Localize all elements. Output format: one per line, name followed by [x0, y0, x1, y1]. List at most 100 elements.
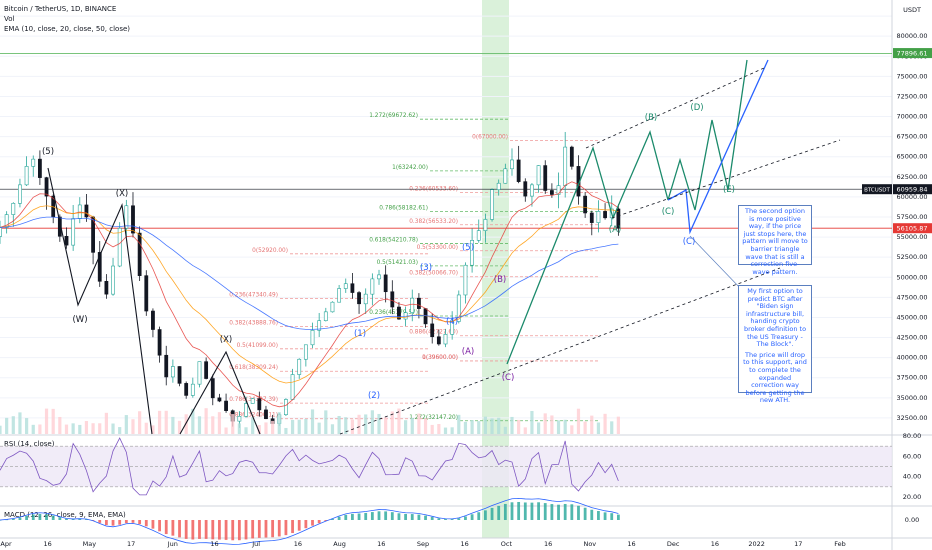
note-first-option[interactable]: My first option to predict BTC after "Bi…: [738, 285, 812, 404]
candle-body: [131, 205, 135, 234]
candle-body: [323, 311, 328, 321]
macd-histogram-bar: [58, 517, 62, 520]
macd-histogram-bar: [324, 520, 328, 521]
wave-label: (A): [609, 225, 621, 235]
macd-histogram-bar: [111, 520, 115, 526]
price-axis: USDT80000.0077500.0075000.0072500.007000…: [862, 6, 932, 422]
volume-bar: [530, 410, 534, 434]
candle-body: [244, 403, 248, 417]
volume-bar: [603, 413, 607, 434]
fib-level-label: 0.618(38309.24): [229, 365, 278, 371]
candle-body: [350, 283, 355, 293]
macd-histogram-bar: [31, 514, 35, 520]
macd-histogram-bar: [144, 520, 148, 527]
candle-body: [144, 275, 149, 312]
macd-histogram-bar: [490, 507, 494, 520]
volume-bar: [98, 423, 102, 434]
wave-label: (5): [42, 147, 54, 157]
candle-body: [443, 334, 448, 345]
fib-level-label: 1(63242.00): [392, 165, 428, 171]
price-tick-label: 50000.00: [896, 273, 927, 281]
time-tick-label: 16: [377, 540, 385, 548]
candle-body: [290, 374, 295, 400]
price-tick-label: 52500.00: [896, 253, 927, 261]
volume-bar: [24, 418, 29, 434]
price-tick-label: 62500.00: [896, 173, 927, 181]
volume-bar: [84, 420, 89, 434]
macd-histogram-bar: [18, 517, 22, 520]
candle-body: [64, 235, 69, 246]
time-tick-label: 16: [294, 540, 302, 548]
candle-body: [250, 398, 255, 404]
macd-histogram-bar: [138, 520, 142, 525]
volume-bar: [31, 424, 35, 434]
candle-body: [31, 158, 36, 167]
candle-body: [197, 361, 202, 385]
time-tick-label: 16: [627, 540, 635, 548]
fib-level-label: 0.886(32400.11): [229, 413, 278, 419]
volume-bar: [58, 416, 62, 434]
volume-bar: [5, 417, 9, 434]
volume-bar: [144, 422, 148, 434]
ema-label[interactable]: EMA (10, close, 20, close, 50, close): [4, 25, 130, 33]
macd-histogram-bar: [530, 502, 534, 520]
volume-bar: [616, 416, 620, 434]
time-tick-label: 16: [210, 540, 218, 548]
macd-histogram-bar: [98, 520, 102, 523]
fib-level-label: 0(39600.00): [422, 355, 458, 361]
fib-level-label: 0.382(43888.76): [229, 320, 278, 326]
macd-histogram-bar: [51, 515, 55, 520]
time-tick-label: Oct: [501, 540, 513, 548]
note-second-option[interactable]: The second option is more positive way, …: [738, 205, 812, 276]
price-tick-label: 60000.00: [896, 193, 927, 201]
volume-bar: [237, 423, 241, 434]
candle-body: [310, 330, 315, 346]
symbol-title[interactable]: Bitcoin / TetherUS, 1D, BINANCE: [4, 5, 117, 13]
volume-bar: [576, 408, 581, 434]
macd-histogram-bar: [304, 520, 308, 529]
candle-body: [456, 294, 461, 322]
volume-bar: [563, 419, 567, 434]
wave-label: (5): [462, 243, 474, 253]
fib-level-label: 0.5(51421.03): [377, 260, 418, 266]
wave-label: (E): [723, 185, 735, 195]
macd-histogram-bar: [184, 520, 188, 539]
volume-bar: [118, 427, 122, 434]
macd-histogram-bar: [271, 520, 275, 538]
currency-label: USDT: [903, 6, 921, 14]
wave-wxy-line: [47, 167, 153, 435]
candle-body: [496, 182, 501, 190]
wave-label: (B): [645, 113, 657, 123]
candle-body: [0, 227, 2, 237]
candle-body: [516, 159, 521, 182]
volume-bar: [78, 424, 82, 434]
volume-label[interactable]: Vol: [4, 15, 15, 23]
candle-body: [337, 288, 342, 303]
macd-histogram-bar: [85, 519, 88, 520]
macd-histogram-bar: [284, 520, 288, 536]
volume-bar: [430, 424, 434, 434]
volume-bar: [184, 414, 188, 434]
volume-bar: [211, 416, 215, 434]
macd-histogram-bar: [118, 520, 122, 525]
candle-body: [257, 398, 262, 411]
symbol-tag: [862, 184, 892, 195]
volume-bar: [251, 417, 255, 434]
candle-body: [569, 146, 574, 167]
candle-body: [397, 306, 401, 320]
macd-histogram-bar: [45, 514, 48, 520]
time-tick-label: Jun: [167, 540, 178, 548]
volume-bar: [523, 427, 527, 434]
candle-body: [523, 181, 528, 197]
candle-body: [124, 205, 129, 229]
fib-level-label: 0.5(53300.00): [417, 245, 458, 251]
volume-bar: [11, 416, 15, 434]
candle-body: [164, 354, 169, 378]
macd-histogram-bar: [444, 518, 447, 520]
candle-body: [184, 383, 189, 396]
volume-bar: [231, 414, 235, 434]
macd-histogram-bar: [71, 519, 75, 520]
candles: [0, 131, 621, 428]
price-badge: [893, 184, 932, 195]
